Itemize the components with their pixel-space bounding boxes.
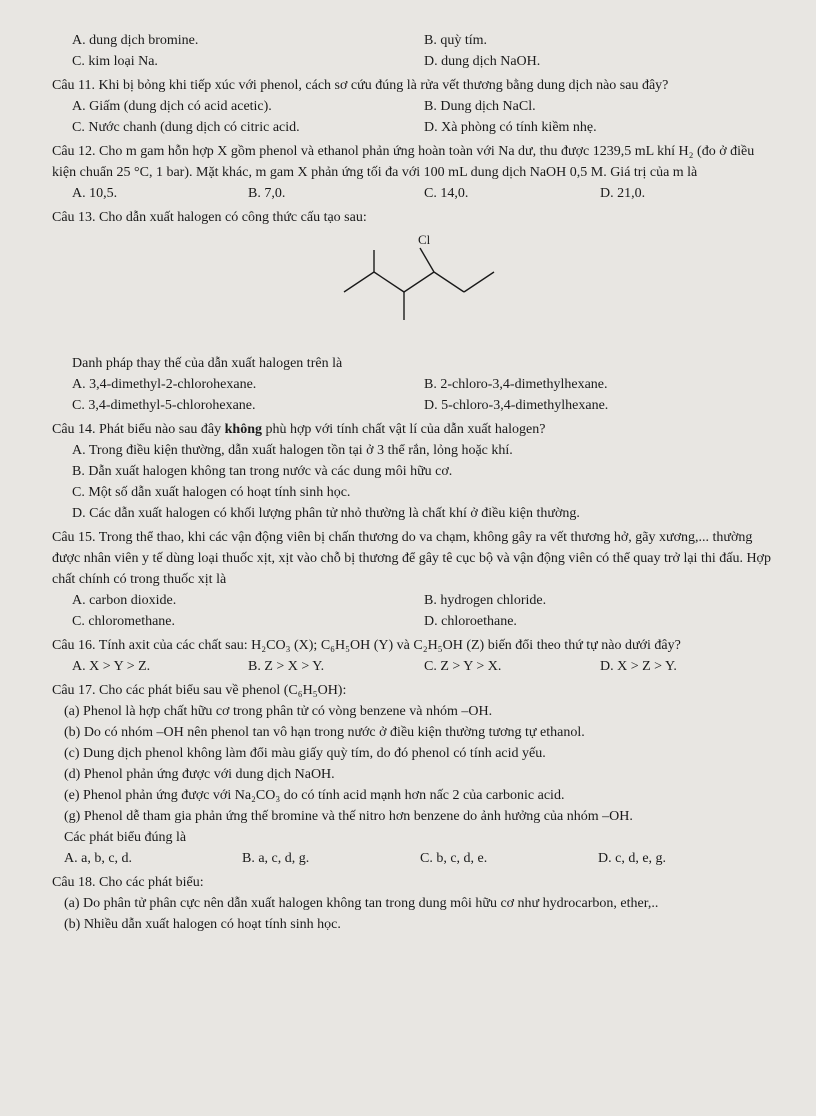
q10-a: A. dung dịch bromine. <box>72 30 424 51</box>
q16-d: D. X > Z > Y. <box>600 656 776 677</box>
q16-a: A. X > Y > Z. <box>72 656 248 677</box>
q17-d-statement: (d) Phenol phản ứng được với dung dịch N… <box>52 764 776 785</box>
q12-c: C. 14,0. <box>424 183 600 204</box>
q11-a: A. Giấm (dung dịch có acid acetic). <box>72 96 424 117</box>
q10-b: B. quỳ tím. <box>424 30 776 51</box>
q10-options-row2: C. kim loại Na. D. dung dịch NaOH. <box>52 51 776 72</box>
svg-text:Cl: Cl <box>418 232 431 247</box>
q15-row1: A. carbon dioxide. B. hydrogen chloride. <box>52 590 776 611</box>
q17-a-statement: (a) Phenol là hợp chất hữu cơ trong phân… <box>52 701 776 722</box>
q13-row1: A. 3,4-dimethyl-2-chlorohexane. B. 2-chl… <box>52 374 776 395</box>
q11-d: D. Xà phòng có tính kiềm nhẹ. <box>424 117 776 138</box>
q17-opt-d: D. c, d, e, g. <box>598 848 776 869</box>
q13-c: C. 3,4-dimethyl-5-chlorohexane. <box>72 395 424 416</box>
q15-stem: Câu 15. Trong thể thao, khi các vận động… <box>52 527 776 590</box>
q13-stem: Câu 13. Cho dẫn xuất halogen có công thứ… <box>52 207 776 228</box>
q14-a: A. Trong điều kiện thường, dẫn xuất halo… <box>52 440 776 461</box>
q14-stem-text: Câu 14. Phát biểu nào sau đây không phù … <box>52 422 545 437</box>
q14-d: D. Các dẫn xuất halogen có khối lượng ph… <box>52 503 776 524</box>
q11-stem: Câu 11. Khi bị bỏng khi tiếp xúc với phe… <box>52 75 776 96</box>
q17-g-statement: (g) Phenol dễ tham gia phản ứng thế brom… <box>52 806 776 827</box>
q17-c-statement: (c) Dung dịch phenol không làm đổi màu g… <box>52 743 776 764</box>
q11-row1: A. Giấm (dung dịch có acid acetic). B. D… <box>52 96 776 117</box>
q11-c: C. Nước chanh (dung dịch có citric acid. <box>72 117 424 138</box>
q16-b: B. Z > X > Y. <box>248 656 424 677</box>
q17-sub: Các phát biểu đúng là <box>52 827 776 848</box>
q13-row2: C. 3,4-dimethyl-5-chlorohexane. D. 5-chl… <box>52 395 776 416</box>
q17-opt-c: C. b, c, d, e. <box>420 848 598 869</box>
q15-d: D. chloroethane. <box>424 611 776 632</box>
q18-a-statement: (a) Do phân tử phân cực nên dẫn xuất hal… <box>52 893 776 914</box>
q12-stem: Câu 12. Cho m gam hỗn hợp X gồm phenol v… <box>52 141 776 183</box>
q12-b: B. 7,0. <box>248 183 424 204</box>
q14-c: C. Một số dẫn xuất halogen có hoạt tính … <box>52 482 776 503</box>
q15-c: C. chloromethane. <box>72 611 424 632</box>
q13-b: B. 2-chloro-3,4-dimethylhexane. <box>424 374 776 395</box>
q17-opts: A. a, b, c, d. B. a, c, d, g. C. b, c, d… <box>52 848 776 869</box>
q17-opt-b: B. a, c, d, g. <box>242 848 420 869</box>
q16-c: C. Z > Y > X. <box>424 656 600 677</box>
q17-stem: Câu 17. Cho các phát biểu sau về phenol … <box>52 680 776 701</box>
q13-sub: Danh pháp thay thế của dẫn xuất halogen … <box>52 353 776 374</box>
q16-opts: A. X > Y > Z. B. Z > X > Y. C. Z > Y > X… <box>52 656 776 677</box>
q15-a: A. carbon dioxide. <box>72 590 424 611</box>
q11-row2: C. Nước chanh (dung dịch có citric acid.… <box>52 117 776 138</box>
q14-stem: Câu 14. Phát biểu nào sau đây không phù … <box>52 419 776 440</box>
q10-d: D. dung dịch NaOH. <box>424 51 776 72</box>
q13-a: A. 3,4-dimethyl-2-chlorohexane. <box>72 374 424 395</box>
q12-opts: A. 10,5. B. 7,0. C. 14,0. D. 21,0. <box>52 183 776 204</box>
q17-b-statement: (b) Do có nhóm –OH nên phenol tan vô hạn… <box>52 722 776 743</box>
q15-b: B. hydrogen chloride. <box>424 590 776 611</box>
q10-c: C. kim loại Na. <box>72 51 424 72</box>
q11-b: B. Dung dịch NaCl. <box>424 96 776 117</box>
q15-row2: C. chloromethane. D. chloroethane. <box>52 611 776 632</box>
q13-d: D. 5-chloro-3,4-dimethylhexane. <box>424 395 776 416</box>
q18-b-statement: (b) Nhiều dẫn xuất halogen có hoạt tính … <box>52 914 776 935</box>
structure-diagram: Cl <box>52 232 776 349</box>
q10-options-row1: A. dung dịch bromine. B. quỳ tím. <box>52 30 776 51</box>
q17-e-statement: (e) Phenol phản ứng được với Na₂CO₃ do c… <box>52 785 776 806</box>
q12-a: A. 10,5. <box>72 183 248 204</box>
q14-b: B. Dẫn xuất halogen không tan trong nước… <box>52 461 776 482</box>
q12-d: D. 21,0. <box>600 183 776 204</box>
q18-stem: Câu 18. Cho các phát biểu: <box>52 872 776 893</box>
q17-opt-a: A. a, b, c, d. <box>64 848 242 869</box>
q16-stem: Câu 16. Tính axit của các chất sau: H₂CO… <box>52 635 776 656</box>
